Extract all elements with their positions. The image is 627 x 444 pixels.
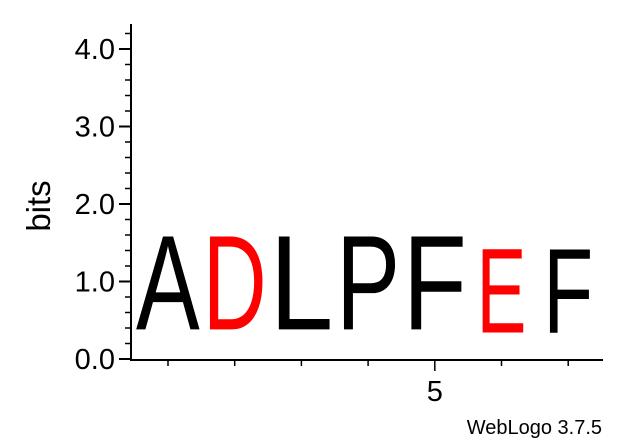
logo-letter-a: A: [136, 207, 200, 358]
logo-letter-e: E: [477, 224, 527, 359]
logo-letter-p: P: [336, 207, 400, 358]
weblogo-version-label: WebLogo 3.7.5: [467, 417, 602, 439]
y-tick-label: 4.0: [75, 34, 115, 66]
y-axis: 0.0 1.0 2.0 3.0 4.0: [75, 24, 132, 376]
y-tick-label: 2.0: [75, 189, 115, 221]
y-tick-label: 1.0: [75, 267, 115, 299]
y-tick-label: 3.0: [75, 112, 115, 144]
logo-letter-f: F: [543, 222, 593, 358]
y-axis-title: bits: [20, 180, 57, 231]
logo-letter-l: L: [269, 207, 333, 359]
logo-letter-f: F: [403, 208, 467, 359]
y-tick-label: 0.0: [75, 344, 115, 376]
x-axis: 5: [130, 359, 603, 408]
x-tick-label: 5: [427, 376, 443, 408]
logo-letter-d: D: [203, 209, 267, 359]
